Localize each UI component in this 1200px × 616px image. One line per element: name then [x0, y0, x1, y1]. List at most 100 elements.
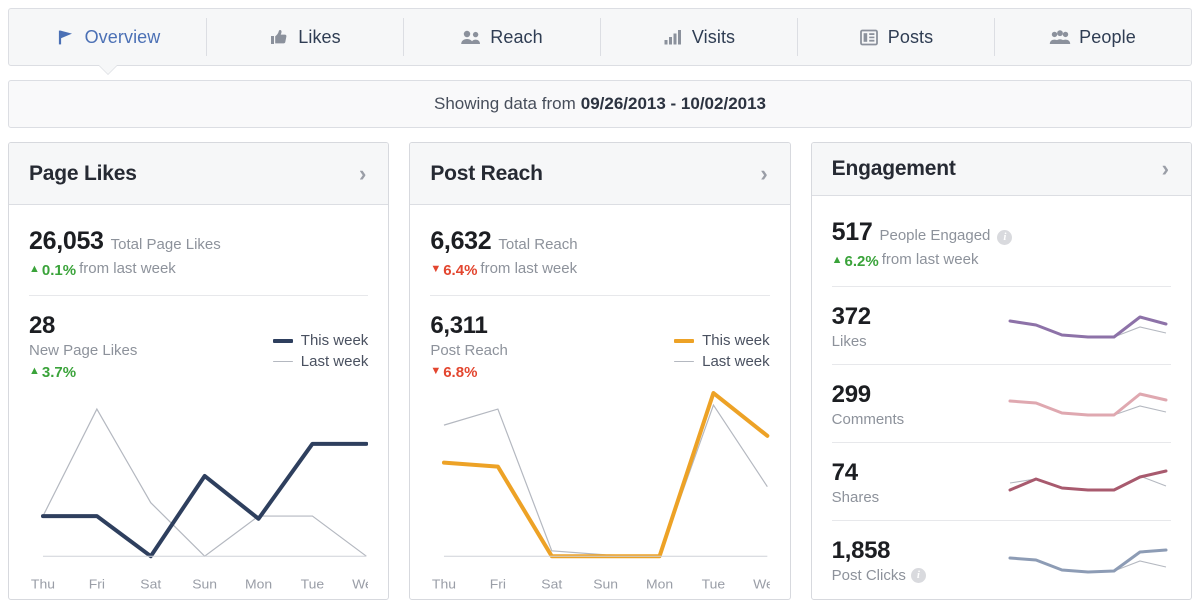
- table-grid-icon: [858, 27, 880, 47]
- engagement-row-label: Comments: [831, 410, 905, 428]
- overview-cards: Page Likes › 26,053 Total Page Likes ▲ 0.…: [8, 142, 1192, 600]
- card-page-likes-header[interactable]: Page Likes ›: [9, 143, 389, 205]
- card-title: Engagement: [831, 157, 956, 180]
- date-range-bar[interactable]: Showing data from 09/26/2013 - 10/02/201…: [8, 80, 1192, 128]
- tab-posts[interactable]: Posts: [797, 9, 994, 65]
- info-icon[interactable]: i: [910, 568, 926, 583]
- page-likes-delta-value: 0.1%: [41, 262, 77, 279]
- chevron-right-icon[interactable]: ›: [760, 160, 768, 186]
- sparkline-shares: [1006, 462, 1171, 502]
- engagement-row-value: 372: [831, 302, 871, 330]
- chart-series-last-week: [444, 405, 767, 556]
- post-reach-label: Post Reach: [430, 342, 508, 359]
- engagement-row-comments: 299 Comments: [831, 365, 1171, 443]
- page-likes-secondary-metric: 28 New Page Likes ▲ 3.7% This week: [29, 296, 368, 381]
- legend-label-last-week: Last week: [702, 353, 770, 370]
- tab-visits[interactable]: Visits: [600, 9, 797, 65]
- post-reach-second-delta-value: 6.8%: [443, 364, 478, 381]
- page-likes-delta: ▲ 0.1%: [29, 262, 76, 279]
- bar-chart-icon: [662, 27, 684, 47]
- engagement-row-value: 299: [831, 380, 871, 408]
- new-page-likes-delta-value: 3.7%: [41, 364, 77, 381]
- axis-tick: Tue: [301, 577, 325, 591]
- engagement-row-label: Post Clicks: [831, 567, 906, 584]
- engagement-row-value: 74: [831, 458, 858, 486]
- insights-tab-bar: Overview Likes Reach Visits Posts: [8, 8, 1192, 74]
- engagement-delta: ▲ 6.2%: [832, 253, 879, 270]
- tab-label: Reach: [490, 26, 543, 47]
- post-reach-legend: This week Last week: [674, 312, 770, 372]
- total-reach-value: 6,632: [430, 227, 492, 255]
- chevron-right-icon[interactable]: ›: [1161, 156, 1169, 181]
- flag-icon: [55, 27, 77, 47]
- post-reach-chart: Thu Fri Sat Sun Mon Tue Wed: [430, 385, 770, 599]
- axis-tick: Wed: [352, 577, 368, 591]
- axis-tick: Wed: [753, 577, 769, 591]
- tab-reach[interactable]: Reach: [403, 9, 600, 65]
- arrow-up-icon: ▲: [831, 254, 843, 266]
- engagement-row-label: Shares: [831, 488, 880, 506]
- card-title: Page Likes: [29, 161, 137, 185]
- card-engagement-header[interactable]: Engagement ›: [811, 143, 1191, 196]
- axis-tick: Sun: [192, 577, 217, 591]
- tab-label: Visits: [691, 26, 736, 47]
- axis-tick: Thu: [31, 577, 55, 591]
- axis-tick: Mon: [245, 577, 272, 591]
- sparkline-comments: [1006, 384, 1171, 424]
- page-likes-delta-suffix: from last week: [79, 260, 176, 277]
- page-likes-legend: This week Last week: [272, 312, 369, 372]
- sparkline-post-clicks: [1006, 541, 1171, 581]
- card-post-reach: Post Reach › 6,632 Total Reach ▼ 6.4% fro…: [409, 142, 791, 600]
- legend-swatch-this-week: [272, 338, 293, 343]
- post-reach-x-axis: Thu Fri Sat Sun Mon Tue Wed: [432, 577, 769, 591]
- people-group-icon: [1049, 27, 1071, 47]
- post-reach-primary-metric: 6,632 Total Reach ▼ 6.4% from last week: [430, 205, 770, 296]
- engagement-row-value: 1,858: [831, 537, 891, 564]
- tab-label: People: [1079, 26, 1136, 47]
- tab-overview[interactable]: Overview: [9, 9, 206, 74]
- legend-this-week: This week: [272, 330, 369, 351]
- engagement-row-likes: 372 Likes: [831, 287, 1171, 365]
- tab-people[interactable]: People: [994, 9, 1191, 65]
- total-reach-label: Total Reach: [498, 236, 578, 253]
- engagement-metric-rows: 372 Likes 299 Comme: [831, 287, 1171, 599]
- post-reach-line-chart-svg: [430, 385, 769, 599]
- card-post-reach-header[interactable]: Post Reach ›: [410, 143, 790, 205]
- engagement-delta-suffix: from last week: [881, 251, 979, 268]
- chart-series-this-week: [43, 444, 366, 556]
- page-likes-x-axis: Thu Fri Sat Sun Mon Tue Wed: [31, 577, 368, 591]
- post-reach-delta: ▼ 6.4%: [430, 262, 477, 279]
- axis-tick: Sat: [140, 577, 161, 591]
- info-icon[interactable]: i: [997, 230, 1013, 245]
- new-page-likes-label: New Page Likes: [29, 342, 138, 359]
- arrow-down-icon: ▼: [430, 365, 442, 377]
- engagement-row-shares: 74 Shares: [831, 443, 1171, 521]
- axis-tick: Fri: [89, 577, 105, 591]
- engagement-primary-metric: 517 People Engaged i ▲ 6.2% from last wee…: [831, 196, 1171, 287]
- card-page-likes-body: 26,053 Total Page Likes ▲ 0.1% from last …: [9, 205, 388, 599]
- people-engaged-label: People Engaged: [879, 227, 991, 244]
- tab-likes[interactable]: Likes: [206, 9, 403, 65]
- legend-label-last-week: Last week: [300, 353, 369, 370]
- page-likes-line-chart-svg: [29, 385, 368, 599]
- date-range-value: 09/26/2013 - 10/02/2013: [580, 94, 767, 113]
- post-reach-secondary-metric: 6,311 Post Reach ▼ 6.8% This week: [430, 296, 769, 381]
- card-title: Post Reach: [430, 161, 543, 185]
- card-engagement-body: 517 People Engaged i ▲ 6.2% from last wee…: [812, 196, 1191, 599]
- engagement-row-post-clicks: 1,858 Post Clicks i: [832, 521, 1171, 599]
- people-engaged-value: 517: [831, 218, 873, 246]
- post-reach-delta-value: 6.4%: [443, 262, 478, 279]
- new-page-likes-delta: ▲ 3.7%: [29, 364, 76, 381]
- page-likes-chart: Thu Fri Sat Sun Mon Tue Wed: [29, 385, 369, 599]
- axis-tick: Fri: [490, 577, 506, 591]
- axis-tick: Tue: [702, 577, 726, 591]
- axis-tick: Sat: [542, 577, 563, 591]
- tab-label: Posts: [887, 26, 934, 47]
- legend-this-week: This week: [674, 330, 770, 351]
- card-page-likes: Page Likes › 26,053 Total Page Likes ▲ 0.…: [8, 142, 390, 600]
- total-page-likes-label: Total Page Likes: [110, 236, 221, 253]
- engagement-row-label: Likes: [831, 332, 867, 350]
- thumbs-up-icon: [268, 27, 290, 47]
- chevron-right-icon[interactable]: ›: [359, 160, 367, 186]
